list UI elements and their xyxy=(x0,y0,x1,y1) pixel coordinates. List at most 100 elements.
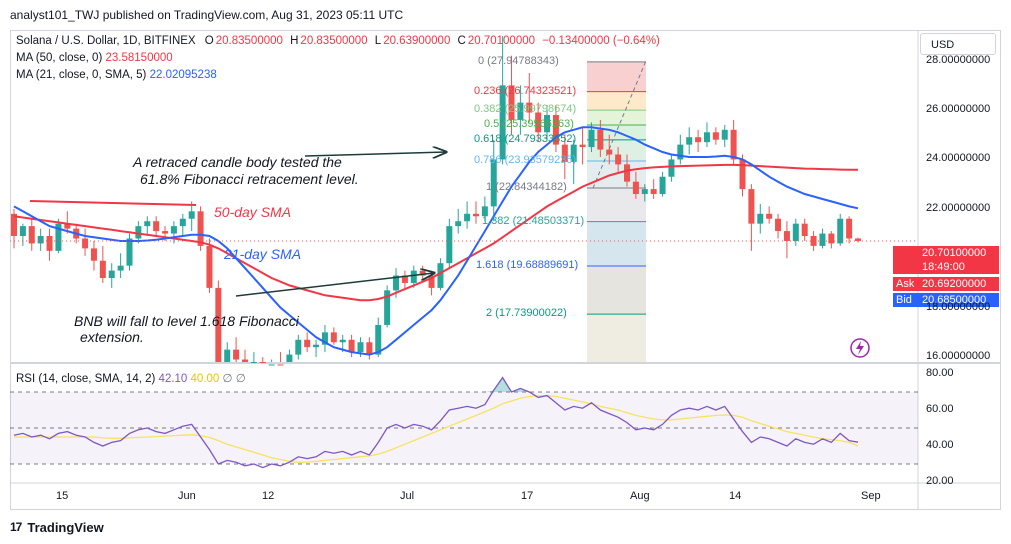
currency-button[interactable]: USD xyxy=(920,33,996,55)
candle xyxy=(135,221,142,244)
candle-body xyxy=(748,189,755,224)
ma21-line xyxy=(13,126,859,356)
candle xyxy=(650,179,657,199)
candle xyxy=(846,216,853,244)
candle xyxy=(757,203,764,234)
candle-body xyxy=(428,275,435,288)
candle xyxy=(641,184,648,202)
candle xyxy=(126,233,133,271)
rsi-line xyxy=(13,376,859,469)
candle-body xyxy=(233,349,240,360)
candle-body xyxy=(783,231,790,241)
candle-body xyxy=(99,260,106,279)
candle-body xyxy=(668,159,675,177)
candle xyxy=(179,213,186,237)
candle-body xyxy=(170,226,177,234)
candle-body xyxy=(126,238,133,266)
rsi-tick-label: 60.00 xyxy=(926,403,954,415)
candle-body xyxy=(695,137,702,143)
rsi-tick-label: 80.00 xyxy=(926,367,954,379)
bolt-icon xyxy=(850,338,870,358)
candle-body xyxy=(828,233,835,244)
candle-body xyxy=(801,223,808,237)
candle-body xyxy=(446,226,453,264)
candle-body xyxy=(366,342,373,355)
candle-body xyxy=(544,114,551,133)
low-value: 20.63900000 xyxy=(383,35,451,47)
candle xyxy=(108,263,115,288)
candle-body xyxy=(357,342,364,353)
candle-body xyxy=(792,223,799,241)
candle-body xyxy=(393,275,400,291)
price-tick-label: 26.00000000 xyxy=(926,103,991,116)
candle-body xyxy=(757,213,764,224)
price-tick-label: 28.00000000 xyxy=(926,53,991,66)
candle xyxy=(11,208,17,249)
last-price-value: 20.70100000 xyxy=(922,247,987,259)
candle-body xyxy=(606,149,613,155)
candle xyxy=(659,171,666,197)
fib-zone xyxy=(587,110,646,125)
time-tick-label: Sep xyxy=(861,490,881,502)
candle-body xyxy=(855,238,861,241)
fib-level-label: 1.382 (21.48503371) xyxy=(482,214,585,227)
candle-body xyxy=(677,144,684,160)
fib-level-label: 0.786 (23.93579235) xyxy=(474,154,577,167)
time-tick-label: Aug xyxy=(630,490,650,502)
fib-zone xyxy=(587,314,646,362)
candle xyxy=(153,216,160,237)
time-tick-label: 14 xyxy=(729,490,742,502)
footer[interactable]: 17 TradingView xyxy=(10,516,104,538)
candle-body xyxy=(552,114,559,145)
close-label: C xyxy=(457,35,466,47)
publisher-line: analyst101_TWJ published on TradingView.… xyxy=(10,8,404,22)
candle xyxy=(197,206,204,251)
candle xyxy=(224,342,231,362)
candle xyxy=(375,317,382,358)
candle xyxy=(250,352,257,363)
candle xyxy=(686,127,693,155)
candle xyxy=(99,245,106,283)
candle-body xyxy=(90,248,97,261)
candle xyxy=(552,105,559,153)
rsi-tick-label: 20.00 xyxy=(926,475,954,487)
candle-body xyxy=(46,236,53,251)
bnb-arrow xyxy=(235,273,434,297)
candle-body xyxy=(650,189,657,195)
candle-body xyxy=(739,159,746,190)
candle xyxy=(544,105,551,140)
candle-body xyxy=(766,213,773,219)
fib-level-label: 0.382 (25.99798674) xyxy=(474,103,577,116)
candle xyxy=(561,134,568,180)
low-label: L xyxy=(374,35,382,47)
candle-body xyxy=(215,287,222,362)
candle xyxy=(321,324,328,353)
candle-body xyxy=(490,159,497,207)
candle xyxy=(508,55,515,135)
candle xyxy=(304,332,311,353)
countdown-value: 18:49:00 xyxy=(922,261,965,273)
candle-body xyxy=(641,189,648,195)
candle-body xyxy=(810,236,817,246)
candle-body xyxy=(588,129,595,148)
candle xyxy=(46,228,53,261)
candle-body xyxy=(153,221,160,232)
candle-body xyxy=(188,211,195,219)
fib-zone xyxy=(587,91,646,111)
candle xyxy=(775,213,782,239)
candle-body xyxy=(384,290,391,325)
candle xyxy=(233,337,240,362)
change-value: −0.13400000 (−0.64%) xyxy=(542,35,660,47)
candle xyxy=(455,208,462,234)
rsi-legend: RSI (14, close, SMA, 14, 2) 42.10 40.00 … xyxy=(16,371,246,385)
candle xyxy=(801,218,808,241)
candle-body xyxy=(375,324,382,355)
candle xyxy=(170,221,177,244)
candle xyxy=(64,211,71,234)
candle xyxy=(570,139,577,185)
candle-body xyxy=(37,236,44,244)
candle-body xyxy=(659,176,666,195)
candle xyxy=(206,238,213,293)
fib-level-label: 0.5 (25.39566263) xyxy=(484,117,574,130)
